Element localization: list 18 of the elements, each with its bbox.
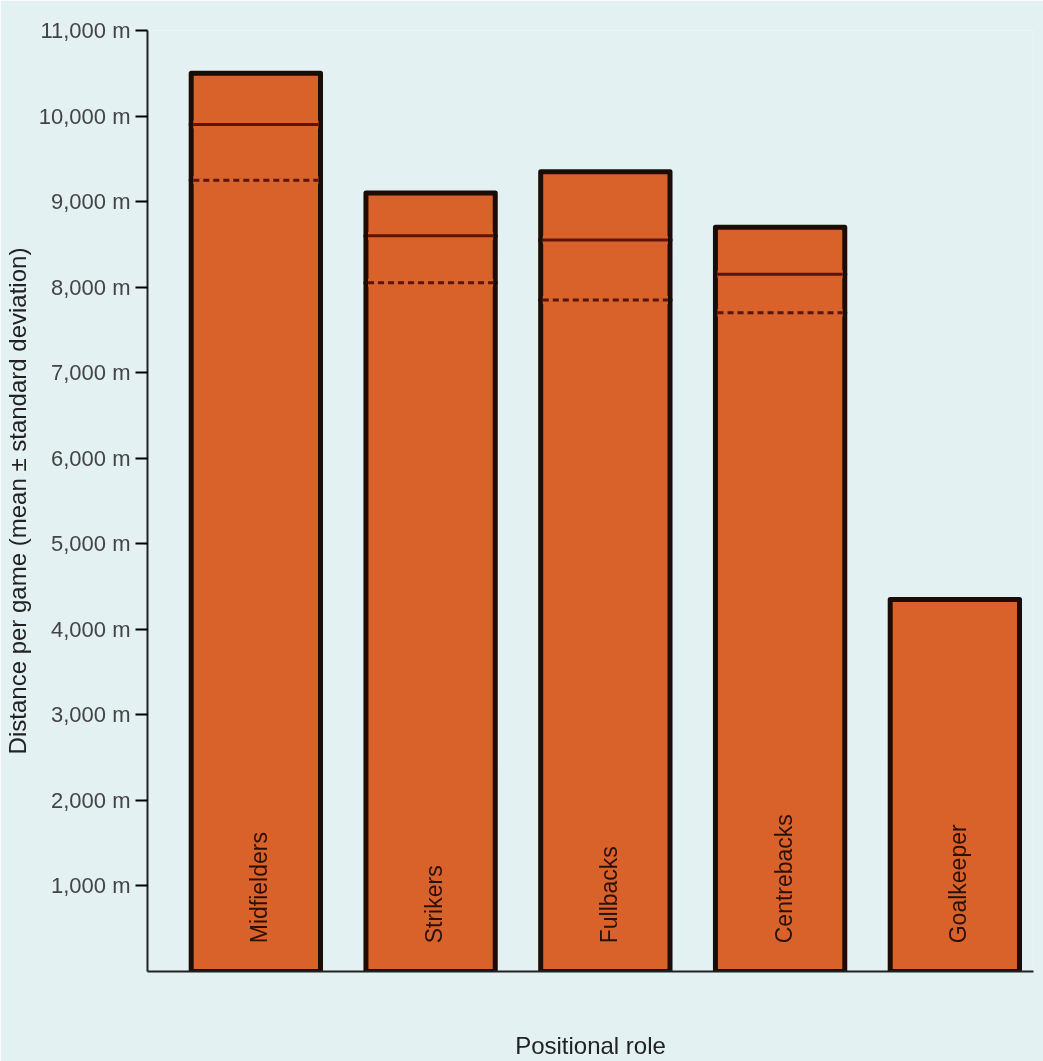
x-tick-label: Midfielders bbox=[246, 832, 273, 944]
x-tick-label: Goalkeeper bbox=[945, 824, 972, 944]
y-tick-label: 2,000 m bbox=[51, 787, 131, 813]
y-tick-label: 1,000 m bbox=[51, 873, 131, 899]
x-tick-label: Centrebacks bbox=[770, 814, 797, 944]
y-tick-label: 8,000 m bbox=[51, 274, 131, 300]
y-tick-label: 4,000 m bbox=[51, 616, 131, 642]
x-tick-label: Strikers bbox=[421, 865, 448, 944]
y-tick-label: 10,000 m bbox=[38, 103, 131, 129]
y-tick-label: 6,000 m bbox=[51, 445, 131, 471]
y-tick-label: 3,000 m bbox=[51, 702, 131, 728]
x-axis-title: Positional role bbox=[515, 1031, 666, 1059]
y-tick-label: 9,000 m bbox=[51, 189, 131, 215]
y-tick-label: 7,000 m bbox=[51, 360, 131, 386]
y-tick-label: 5,000 m bbox=[51, 531, 131, 557]
y-axis-title: Distance per game (mean ± standard deviation) bbox=[3, 247, 31, 755]
x-tick-label: Fullbacks bbox=[595, 846, 622, 944]
y-tick-label: 11,000 m bbox=[40, 18, 131, 43]
